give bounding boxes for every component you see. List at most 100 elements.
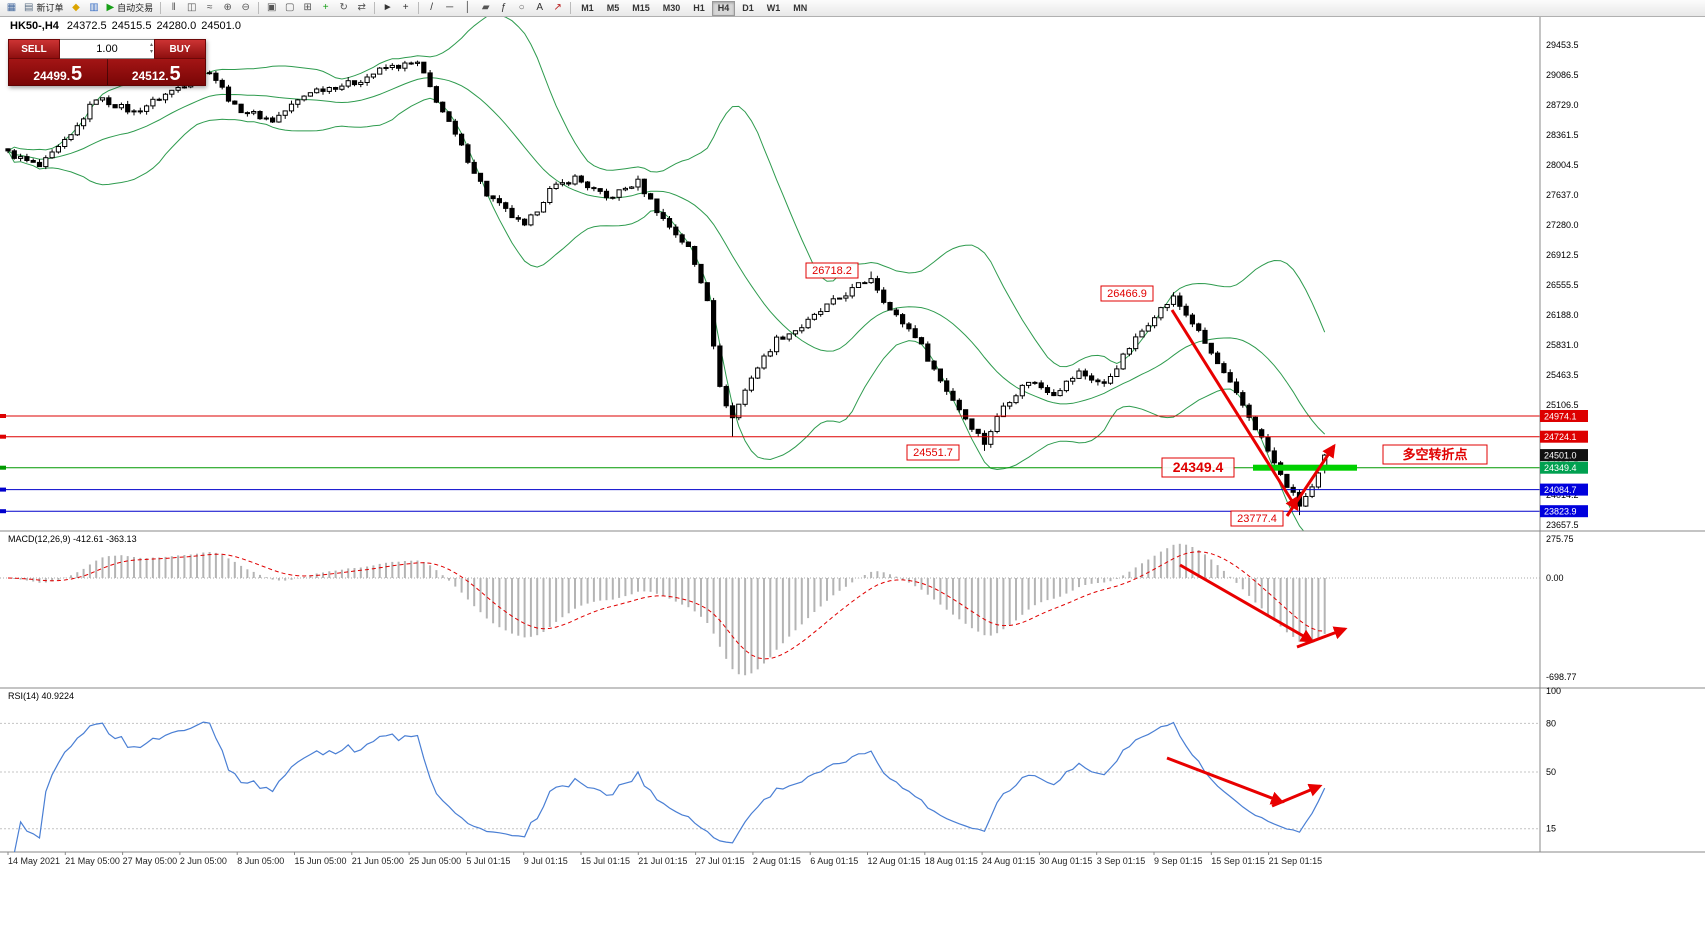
crosshair-icon[interactable]: + xyxy=(397,1,414,16)
timeframe-w1-button[interactable]: W1 xyxy=(766,3,781,13)
trendline-icon[interactable]: / xyxy=(423,1,440,16)
svg-text:0.00: 0.00 xyxy=(1546,573,1564,583)
toolbar-separator xyxy=(570,2,572,14)
svg-text:23823.9: 23823.9 xyxy=(1544,507,1577,517)
annotation-box[interactable] xyxy=(906,444,960,461)
price-levels[interactable] xyxy=(0,414,1540,514)
svg-text:15 Sep 01:15: 15 Sep 01:15 xyxy=(1211,856,1265,866)
chart-annotations[interactable]: 26718.2 26466.9 24551.7 24349.4 23777.4 多空转折点 xyxy=(805,262,1488,527)
new-order-button: ▤ xyxy=(24,2,34,13)
chart-canvas[interactable]: 29453.5 29086.5 28729.0 28361.5 28004.5 27637… xyxy=(0,17,1705,945)
svg-text:80: 80 xyxy=(1546,718,1556,728)
buy-button[interactable]: BUY xyxy=(154,39,206,59)
svg-text:15: 15 xyxy=(1546,824,1556,834)
horizontal-line-icon[interactable]: ─ xyxy=(441,1,458,16)
fibonacci-icon[interactable]: ƒ xyxy=(495,1,512,16)
new-window-icon[interactable]: ▢ xyxy=(281,1,298,16)
svg-text:15 Jun 05:00: 15 Jun 05:00 xyxy=(295,856,347,866)
chart-window: 29453.5 29086.5 28729.0 28361.5 28004.5 27637… xyxy=(0,17,1705,945)
bars-chart-type-icon: ‖ xyxy=(171,2,176,13)
timeframe-h1-button[interactable]: H1 xyxy=(693,3,705,13)
trend-arrow-main[interactable] xyxy=(1285,443,1336,517)
trade-panel-controls: SELL 1.00 ▴ ▾ BUY xyxy=(8,39,206,59)
auto-scroll-icon[interactable]: ⇄ xyxy=(353,1,370,16)
sell-button[interactable]: SELL xyxy=(8,39,60,59)
new-order-button-label: 新订单 xyxy=(36,2,64,13)
zoom-in-icon[interactable]: ⊕ xyxy=(219,1,236,16)
timeframe-mn-button[interactable]: MN xyxy=(793,3,808,13)
svg-text:2 Aug 01:15: 2 Aug 01:15 xyxy=(753,856,801,866)
new-chart-icon[interactable]: ▦ xyxy=(3,1,20,16)
new-order-button[interactable]: ▤ 新订单 xyxy=(21,1,66,16)
tile-windows-icon[interactable]: ▣ xyxy=(263,1,280,16)
svg-text:26188.0: 26188.0 xyxy=(1546,310,1579,320)
add-indicator-icon: + xyxy=(322,2,329,13)
trend-arrows[interactable] xyxy=(1166,309,1348,808)
svg-text:25831.0: 25831.0 xyxy=(1546,340,1579,350)
price-tag-24349.4 xyxy=(1540,461,1588,474)
svg-text:25106.5: 25106.5 xyxy=(1546,400,1579,410)
refresh-icon: ↻ xyxy=(339,2,348,13)
svg-text:23777.4: 23777.4 xyxy=(1237,513,1277,525)
trend-arrow-macd[interactable] xyxy=(1296,626,1348,649)
timeframe-m15-button[interactable]: M15 xyxy=(632,3,650,13)
refresh-icon[interactable]: ↻ xyxy=(335,1,352,16)
sell-price-main: 24499. xyxy=(33,69,71,83)
ellipse-icon[interactable]: ○ xyxy=(513,1,530,16)
cursor-icon[interactable]: ► xyxy=(379,1,396,16)
svg-text:6 Aug 01:15: 6 Aug 01:15 xyxy=(810,856,858,866)
history-icon[interactable]: ◆ xyxy=(67,1,84,16)
annotation-box[interactable] xyxy=(1382,444,1488,465)
volume-input[interactable]: 1.00 ▴ ▾ xyxy=(60,39,154,59)
svg-text:21 May 05:00: 21 May 05:00 xyxy=(65,856,120,866)
svg-text:24349.4: 24349.4 xyxy=(1544,463,1577,473)
spin-down-icon[interactable]: ▾ xyxy=(149,49,153,55)
trend-arrow-rsi[interactable] xyxy=(1271,783,1323,808)
vertical-line-icon[interactable]: │ xyxy=(459,1,476,16)
spin-up-icon[interactable]: ▴ xyxy=(149,42,153,49)
candles-chart-type-icon: ◫ xyxy=(186,2,197,13)
bollinger-bands xyxy=(7,17,1326,531)
arrow-tool-icon[interactable]: ↗ xyxy=(549,1,566,16)
annotation-box[interactable] xyxy=(1161,457,1235,478)
market-watch-icon[interactable]: ▥ xyxy=(85,1,102,16)
svg-text:27637.0: 27637.0 xyxy=(1546,190,1579,200)
trend-arrow-rsi[interactable] xyxy=(1166,756,1285,805)
time-axis[interactable]: 14 May 2021 21 May 05:00 27 May 05:00 2 Jun… xyxy=(7,852,1322,866)
svg-text:8 Jun 05:00: 8 Jun 05:00 xyxy=(237,856,284,866)
grid-icon: ⊞ xyxy=(303,2,312,13)
add-indicator-icon[interactable]: + xyxy=(317,1,334,16)
auto-trading-button[interactable]: ▶ 自动交易 xyxy=(103,1,156,16)
trend-arrow-main[interactable] xyxy=(1170,309,1299,512)
sell-price[interactable]: 24499. 5 xyxy=(9,59,107,85)
annotation-box[interactable] xyxy=(1100,285,1154,302)
bars-chart-type-icon[interactable]: ‖ xyxy=(165,1,182,16)
ohlc-close: 24501.0 xyxy=(201,20,241,32)
support-zone-highlight[interactable] xyxy=(1253,464,1357,471)
timeframe-h4-button[interactable]: H4 xyxy=(711,0,736,16)
timeframe-m5-button[interactable]: M5 xyxy=(606,3,620,13)
equidistant-channel-icon[interactable]: ▰ xyxy=(477,1,494,16)
volume-spinner[interactable]: ▴ ▾ xyxy=(150,40,153,58)
buy-price[interactable]: 24512. 5 xyxy=(106,59,206,85)
volume-value: 1.00 xyxy=(96,43,118,55)
svg-text:30 Aug 01:15: 30 Aug 01:15 xyxy=(1039,856,1092,866)
arrow-tool-icon: ↗ xyxy=(553,2,562,13)
annotation-box[interactable] xyxy=(1230,510,1284,527)
svg-text:24 Aug 01:15: 24 Aug 01:15 xyxy=(982,856,1035,866)
candles-chart-type-icon[interactable]: ◫ xyxy=(183,1,200,16)
panel-separators xyxy=(0,17,1705,853)
zoom-out-icon[interactable]: ⊖ xyxy=(237,1,254,16)
timeframe-m30-button[interactable]: M30 xyxy=(662,3,681,13)
annotation-box[interactable] xyxy=(805,262,859,279)
trend-arrow-macd[interactable] xyxy=(1179,563,1315,643)
line-chart-type-icon[interactable]: ≈ xyxy=(201,1,218,16)
svg-text:25 Jun 05:00: 25 Jun 05:00 xyxy=(409,856,461,866)
text-label-icon[interactable]: A xyxy=(531,1,548,16)
svg-text:RSI(14) 40.9224: RSI(14) 40.9224 xyxy=(8,691,74,701)
timeframe-m1-button[interactable]: M1 xyxy=(581,3,594,13)
market-watch-icon: ▥ xyxy=(89,2,99,13)
new-window-icon: ▢ xyxy=(284,2,295,13)
timeframe-d1-button[interactable]: D1 xyxy=(742,3,754,13)
grid-icon[interactable]: ⊞ xyxy=(299,1,316,16)
